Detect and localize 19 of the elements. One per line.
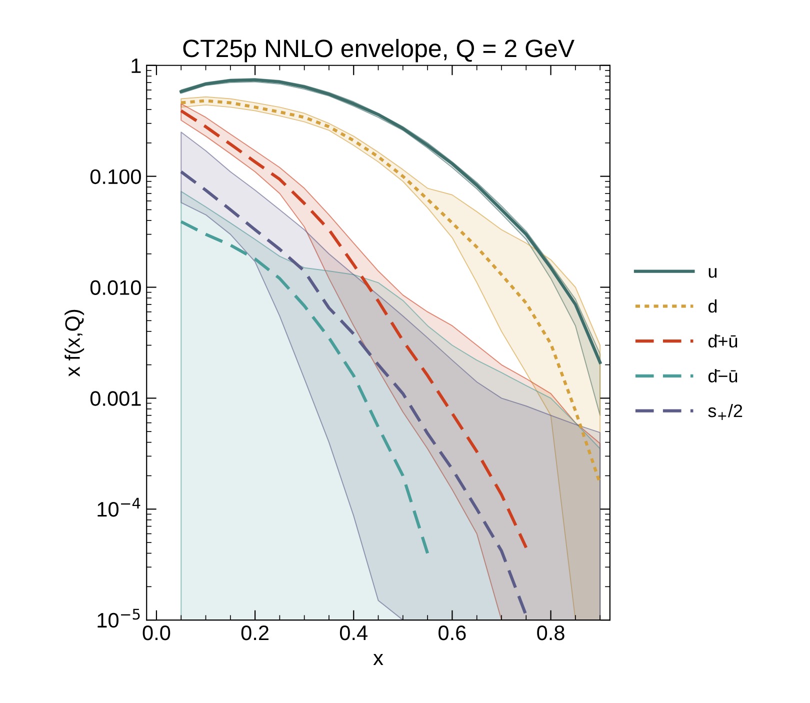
x-tick-label: 0.6 bbox=[438, 625, 466, 640]
legend-label: d bbox=[708, 299, 717, 313]
y-tick-label: 10$^{−4}$ bbox=[98, 498, 140, 517]
legend-label: u bbox=[708, 268, 717, 278]
legend-label: d̄+ū bbox=[708, 334, 738, 348]
legend-label: s$_{+}$/2 bbox=[708, 404, 742, 420]
chart-title: CT25p NNLO envelope, Q = 2 GeV bbox=[183, 38, 574, 62]
y-tick-label: 10$^{−5}$ bbox=[98, 608, 140, 628]
x-tick-label: 0.8 bbox=[537, 625, 564, 640]
x-tick-label: 0.0 bbox=[142, 625, 170, 640]
x-axis-title: x bbox=[373, 654, 384, 665]
y-tick-label: 1 bbox=[132, 58, 141, 73]
y-tick-label: 0.001 bbox=[90, 391, 141, 406]
legend-label: d̄−ū bbox=[708, 369, 738, 382]
y-tick-label: 0.100 bbox=[90, 169, 141, 184]
x-tick-label: 0.4 bbox=[340, 625, 368, 640]
x-tick-label: 0.2 bbox=[241, 625, 268, 640]
y-tick-label: 0.010 bbox=[90, 280, 141, 295]
y-axis-title: x f(x,Q) bbox=[64, 310, 84, 377]
